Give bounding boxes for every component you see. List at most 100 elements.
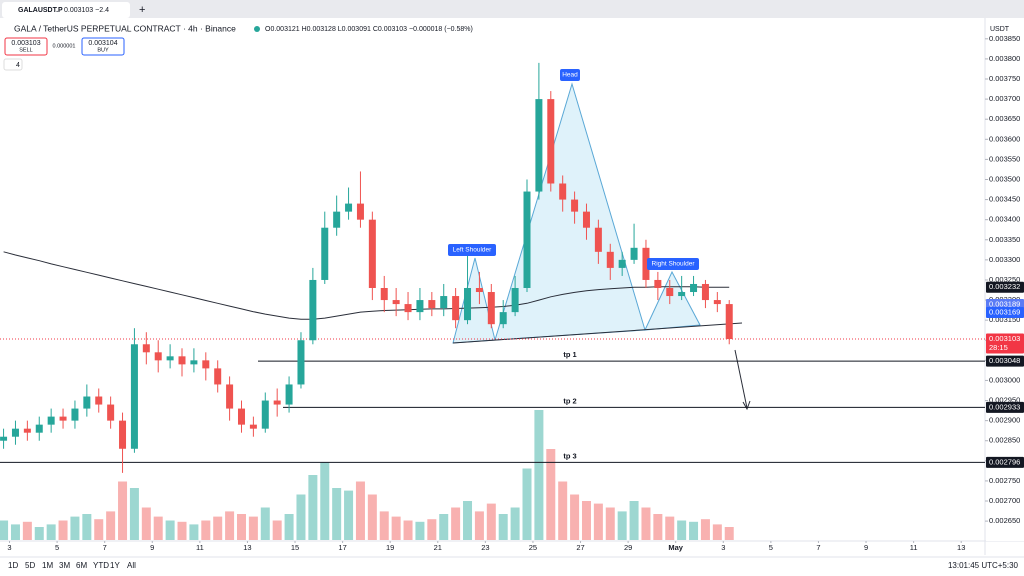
tp-price-box xyxy=(986,401,1024,413)
volume-bar xyxy=(272,520,282,540)
volume-bar xyxy=(641,507,651,540)
range-button[interactable]: YTD xyxy=(93,561,109,570)
pattern-label: Right Shoulder xyxy=(652,261,696,268)
candle-body xyxy=(725,304,733,340)
target-arrow xyxy=(734,349,748,409)
candle-body xyxy=(285,384,293,405)
price-marker: 0.003189 xyxy=(989,299,1020,308)
status-dot xyxy=(254,26,260,32)
y-tick-label: 0.002750 xyxy=(989,476,1020,485)
volume-bar xyxy=(355,481,365,540)
currency[interactable]: USDT xyxy=(990,26,1010,33)
right-shoulder-shape xyxy=(644,270,701,331)
tp-price: 0.002796 xyxy=(989,457,1020,466)
tab-bar xyxy=(0,0,1024,18)
y-tick-label: 0.003550 xyxy=(989,154,1020,163)
volume-bar xyxy=(379,511,389,540)
range-button[interactable]: 3M xyxy=(59,561,70,570)
range-button[interactable]: 1D xyxy=(8,561,18,570)
volume-bar xyxy=(58,520,68,540)
y-tick-label: 0.003850 xyxy=(989,34,1020,43)
volume-bar xyxy=(10,524,20,540)
candle-body xyxy=(690,283,698,293)
x-tick-label: 11 xyxy=(196,543,204,552)
tp-label: tp 1 xyxy=(563,350,576,359)
candle-body xyxy=(190,360,198,365)
y-tick-label: 0.003400 xyxy=(989,215,1020,224)
y-tick-label: 0.002850 xyxy=(989,436,1020,445)
buy-button[interactable] xyxy=(81,37,125,56)
volume-bar xyxy=(689,521,699,540)
range-button[interactable]: 1M xyxy=(42,561,53,570)
candle-body xyxy=(321,227,329,280)
candle-body xyxy=(701,283,709,301)
volume-bar xyxy=(653,514,663,540)
x-tick-label: 11 xyxy=(910,543,918,552)
countdown: 28:15 xyxy=(989,343,1008,352)
volume-bar xyxy=(177,521,187,540)
sell-label: SELL xyxy=(19,47,32,53)
indicators-toggle[interactable] xyxy=(3,58,23,71)
range-button[interactable]: All xyxy=(127,561,136,570)
volume-bar xyxy=(367,494,377,540)
volume-bar xyxy=(415,521,425,540)
new-tab[interactable]: + xyxy=(139,4,145,16)
volume-bar xyxy=(34,527,44,540)
candle-body xyxy=(618,259,626,268)
volume-bar xyxy=(70,516,80,540)
candle-body xyxy=(511,288,519,313)
volume-bar xyxy=(153,516,163,540)
tab-quote: 0.003103 −2.4 xyxy=(64,7,109,14)
volume-bar xyxy=(308,475,318,540)
candle-body xyxy=(582,211,590,228)
candle-body xyxy=(83,396,91,409)
candle-body xyxy=(559,183,567,200)
x-tick-label: 9 xyxy=(150,543,154,552)
tab[interactable] xyxy=(2,2,130,18)
volume-bar xyxy=(593,503,603,540)
volume-bar xyxy=(260,507,270,540)
candle-body xyxy=(666,288,674,297)
candle-body xyxy=(654,279,662,288)
x-tick-label: 5 xyxy=(55,543,59,552)
volume-bar xyxy=(403,520,413,540)
volume-bar xyxy=(296,494,306,540)
volume-bar xyxy=(118,481,128,540)
candle-body xyxy=(309,279,317,341)
pattern-label: Left Shoulder xyxy=(453,247,493,254)
volume-bar xyxy=(498,514,508,540)
x-tick-label: 23 xyxy=(481,543,489,552)
volume-bar xyxy=(546,449,556,540)
volume-bar xyxy=(320,462,330,540)
x-tick-label: 19 xyxy=(386,543,394,552)
y-tick-label: 0.003700 xyxy=(989,94,1020,103)
pattern-label-box xyxy=(560,69,580,81)
volume-bar xyxy=(46,524,56,540)
x-tick-label: 15 xyxy=(291,543,299,552)
tp-price: 0.003048 xyxy=(989,356,1020,365)
volume-bar xyxy=(0,520,9,540)
candle-body xyxy=(154,352,162,361)
candle-body xyxy=(178,356,186,365)
candle-body xyxy=(571,199,579,212)
range-button[interactable]: 6M xyxy=(76,561,87,570)
range-button[interactable]: 5D xyxy=(25,561,35,570)
y-tick-label: 0.003600 xyxy=(989,134,1020,143)
candle-body xyxy=(464,288,472,321)
x-tick-label: 17 xyxy=(338,543,346,552)
range-button[interactable]: 1Y xyxy=(110,561,120,570)
volume-bar xyxy=(213,516,223,540)
volume-bar xyxy=(391,516,401,540)
sell-button[interactable] xyxy=(4,37,48,56)
x-tick-label: 27 xyxy=(576,543,584,552)
volume-bar xyxy=(617,511,627,540)
volume-bar xyxy=(700,519,710,540)
candle-body xyxy=(452,296,460,321)
volume-bar xyxy=(724,527,734,540)
candle-body xyxy=(214,368,222,385)
y-tick-label: 0.003250 xyxy=(989,275,1020,284)
pattern-label: Head xyxy=(562,72,578,79)
candle-body xyxy=(71,408,79,421)
